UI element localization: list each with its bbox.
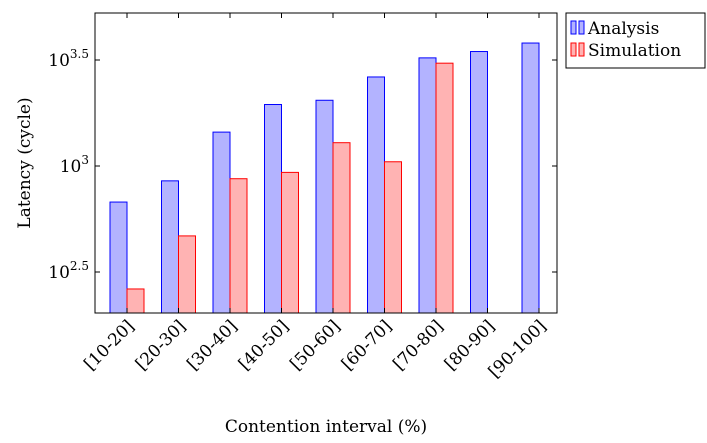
bar-simulation-5 — [332, 142, 351, 314]
y-axis-label: Latency (cycle) — [15, 97, 35, 228]
y-tick-label-1: 102.5 — [48, 259, 89, 283]
legend-swatch-simulation-a — [570, 42, 577, 57]
bar-analysis-6 — [367, 76, 385, 314]
legend-label-simulation: Simulation — [588, 41, 681, 61]
legend-swatch-analysis-b — [578, 20, 585, 35]
bar-simulation-1 — [126, 288, 145, 314]
bar-analysis-2 — [161, 180, 179, 314]
x-axis-label: Contention interval (%) — [225, 417, 427, 437]
legend-item-simulation: Simulation — [570, 41, 681, 61]
bar-simulation-3 — [229, 178, 248, 314]
bar-simulation-4 — [281, 171, 299, 314]
bar-analysis-3 — [212, 131, 231, 314]
x-tick-label-3: [30-40] — [183, 316, 241, 374]
legend-swatch-simulation-b — [578, 42, 585, 57]
x-tick-label-4: [40-50] — [235, 316, 293, 374]
x-tick-label-5: [50-60] — [286, 316, 344, 374]
bar-analysis-4 — [264, 104, 282, 314]
bar-simulation-6 — [384, 161, 402, 314]
plot-border — [94, 12, 558, 314]
plot-frame — [94, 12, 558, 314]
x-tick-label-6: [60-70] — [338, 316, 396, 374]
legend-label-analysis: Analysis — [587, 19, 659, 39]
bar-analysis-9 — [521, 42, 540, 314]
legend-swatch-analysis-a — [570, 20, 577, 35]
bar-analysis-1 — [109, 201, 128, 314]
legend-item-analysis: Analysis — [570, 19, 659, 39]
bars-group — [109, 42, 540, 314]
x-tick-label-7: [70-80] — [389, 316, 447, 374]
x-tick-label-2: [20-30] — [132, 316, 190, 374]
bar-simulation-7 — [435, 62, 454, 314]
bar-analysis-7 — [418, 57, 437, 314]
legend-box — [565, 12, 706, 69]
bar-simulation-2 — [178, 235, 196, 314]
y-tick-label-2: 103 — [60, 153, 89, 177]
y-tick-label-3: 103.5 — [48, 47, 89, 71]
bar-analysis-5 — [315, 99, 334, 314]
x-tick-label-1: [10-20] — [80, 316, 138, 374]
bar-analysis-8 — [470, 51, 488, 314]
y-axis-ticks: 102.5 103 103.5 — [48, 47, 557, 283]
